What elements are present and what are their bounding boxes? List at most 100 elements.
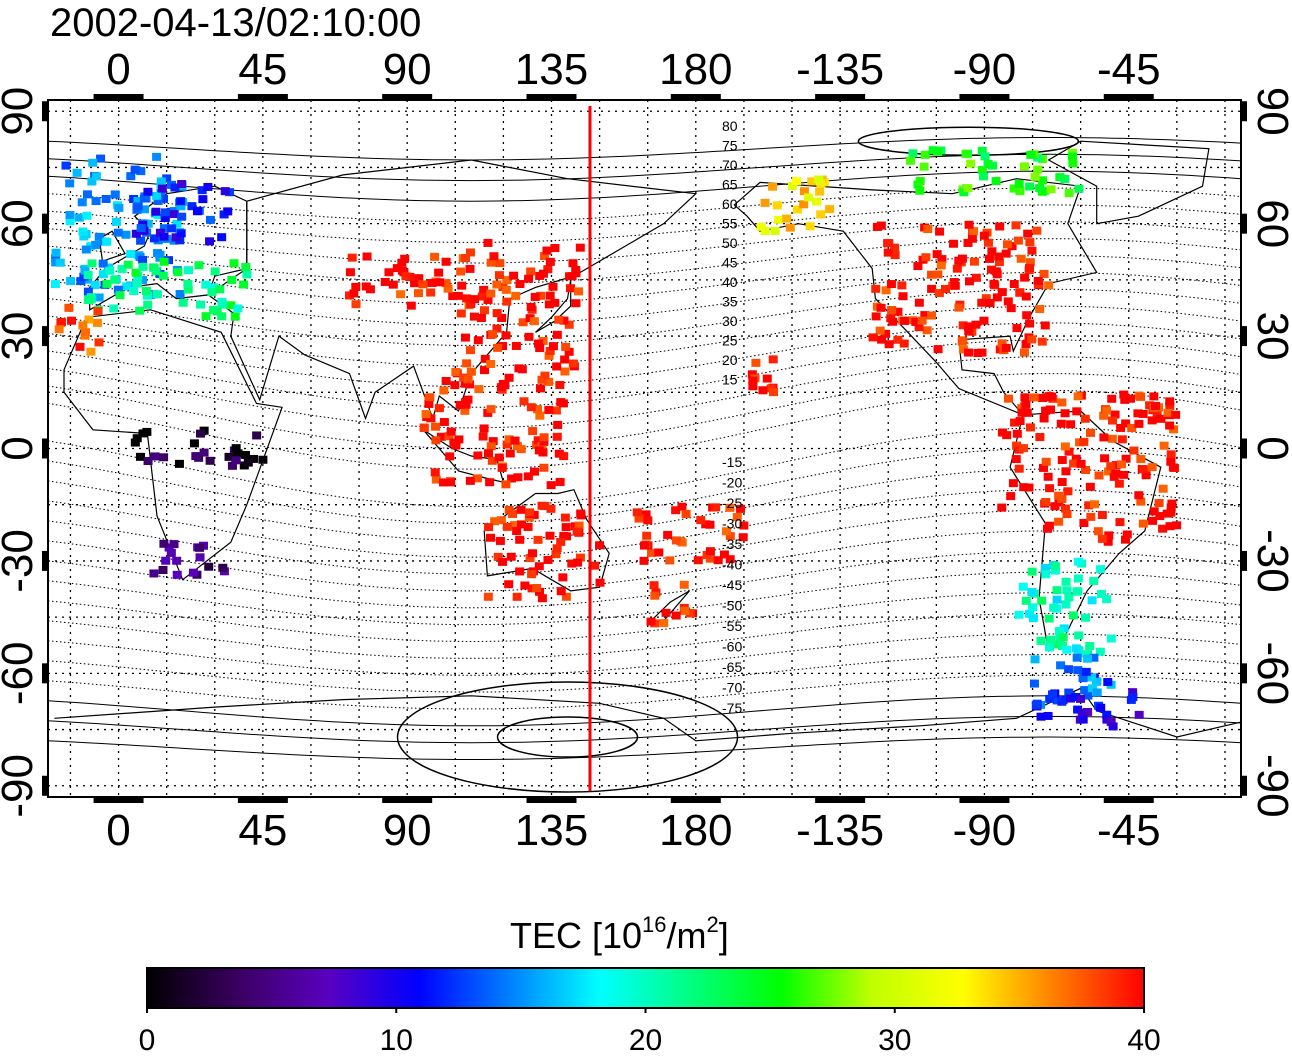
tec-cell: [1017, 408, 1027, 417]
tec-cell: [1009, 280, 1019, 289]
tec-cell: [558, 399, 568, 408]
tec-cell: [1025, 609, 1035, 618]
tec-cell: [561, 342, 571, 351]
tec-cell: [195, 553, 205, 562]
tec-cell: [172, 219, 182, 228]
tec-cell: [1025, 319, 1035, 328]
frame-tick-left: [42, 438, 48, 459]
tec-cell: [1046, 405, 1056, 414]
tec-cell: [435, 278, 445, 287]
colorbar-tick-label: 0: [139, 1024, 156, 1057]
tec-cell: [1110, 410, 1120, 419]
tec-cell: [1158, 484, 1168, 493]
tec-cell: [463, 375, 473, 384]
tec-cell: [1138, 519, 1148, 528]
tec-cell: [516, 505, 526, 514]
mag-contour: [47, 322, 1242, 388]
coastline: [63, 309, 283, 581]
contour-label: 80: [722, 118, 738, 134]
tec-cell: [431, 475, 441, 484]
tec-cell: [748, 376, 758, 385]
tec-cell: [540, 502, 550, 511]
tec-cell: [1002, 240, 1012, 249]
frame-tick-top: [670, 94, 721, 100]
tec-cell: [561, 592, 571, 601]
tec-cell: [711, 503, 721, 512]
tec-cell: [430, 252, 440, 261]
tec-cell: [769, 388, 779, 397]
tec-cell: [130, 165, 140, 174]
tec-cell: [1054, 491, 1064, 500]
tec-cell: [685, 609, 695, 618]
tec-cell: [117, 264, 127, 273]
tec-cell: [1054, 627, 1064, 636]
tec-cell: [969, 227, 979, 236]
tec-cell: [560, 367, 570, 376]
tec-cell: [941, 285, 951, 294]
tec-cell: [536, 291, 546, 300]
tec-cell: [460, 406, 470, 415]
tec-cell: [1068, 159, 1078, 168]
tec-cell: [1003, 297, 1013, 306]
tec-cell: [1001, 343, 1011, 352]
tec-cell: [1077, 708, 1087, 717]
tec-cell: [1119, 470, 1129, 479]
tec-cell: [770, 226, 780, 235]
tec-cell: [66, 277, 76, 286]
tec-cell: [538, 448, 548, 457]
tec-cell: [1166, 457, 1176, 466]
tec-cell: [189, 439, 199, 448]
tec-cell: [152, 152, 162, 161]
tec-cell: [1039, 414, 1049, 423]
tec-cell: [427, 278, 437, 287]
lat-label-right: 90: [1248, 87, 1292, 136]
tec-cell: [497, 463, 507, 472]
tec-cell: [158, 271, 168, 280]
tec-cell: [812, 197, 822, 206]
tec-cell: [705, 547, 715, 556]
mag-contour: [47, 373, 1242, 450]
tec-cell: [508, 509, 518, 518]
tec-cell: [1166, 503, 1176, 512]
tec-cell: [877, 335, 887, 344]
tec-cell: [1063, 487, 1073, 496]
tec-cell: [143, 187, 153, 196]
tec-cell: [172, 570, 182, 579]
mag-contour: [47, 654, 1242, 693]
tec-cell: [515, 535, 525, 544]
tec-cell: [1103, 537, 1113, 546]
tec-cell: [1060, 174, 1070, 183]
tec-cell: [51, 253, 61, 262]
lon-label-top: -45: [1097, 45, 1161, 94]
tec-cell: [1023, 229, 1033, 238]
tec-cell: [815, 187, 825, 196]
tec-cell: [908, 149, 918, 158]
tec-cell: [659, 619, 669, 628]
tec-cell: [979, 231, 989, 240]
tec-cell: [1040, 321, 1050, 330]
tec-cell: [1025, 182, 1035, 191]
tec-cell: [166, 548, 176, 557]
colorbar-tick-label: 30: [878, 1024, 911, 1057]
lon-label-bottom: -135: [796, 806, 884, 855]
tec-cell: [478, 432, 488, 441]
tec-cell: [487, 456, 497, 465]
tec-cell: [1078, 674, 1088, 683]
mag-contour: [47, 551, 1242, 609]
tec-cell: [1073, 666, 1083, 675]
mag-contour: [47, 530, 1242, 592]
tec-cell: [136, 167, 146, 176]
tec-cell: [362, 252, 372, 261]
tec-cell: [187, 202, 197, 211]
tec-cell: [987, 247, 997, 256]
tec-cell: [72, 168, 82, 177]
tec-cell: [195, 543, 205, 552]
tec-cell: [525, 554, 535, 563]
tec-cell: [1033, 277, 1043, 286]
colorbar-tick-label: 40: [1127, 1024, 1160, 1057]
tec-cell: [492, 309, 502, 318]
tec-cell: [495, 536, 505, 545]
tec-cell: [1104, 531, 1114, 540]
lat-label-right: 30: [1248, 312, 1292, 361]
tec-cell: [159, 453, 169, 462]
